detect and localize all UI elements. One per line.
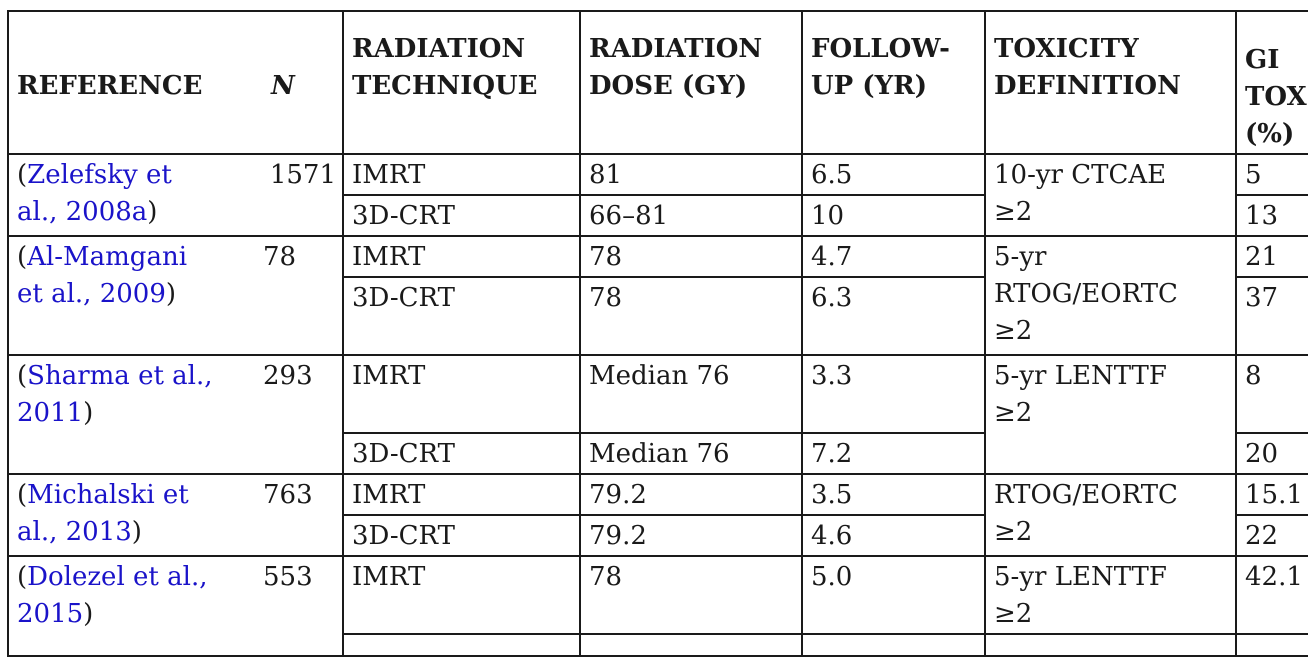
reference-link[interactable]: 2015 (17, 599, 84, 629)
technique-cell: IMRT (342, 473, 581, 516)
technique-cell: IMRT (342, 235, 581, 278)
follow-up-cell: 7.2 (801, 432, 986, 475)
reference-link[interactable]: Dolezel et al., (27, 562, 208, 592)
follow-up-cell: 5.0 (801, 555, 986, 635)
reference-cell: (Michalski et al., 2013) (7, 473, 263, 557)
reference-link[interactable]: et al., 2009 (17, 279, 166, 309)
reference-link[interactable]: al., 2013 (17, 517, 132, 547)
gi-tox-cell: 22 (1235, 514, 1308, 557)
reference-cell: (Zelefsky et al., 2008a) (7, 153, 263, 237)
follow-up-cell: 6.3 (801, 276, 986, 356)
table-row: (Michalski et al., 2013) 763 IMRT 79.2 3.… (7, 473, 1308, 557)
technique-cell: 3D-CRT (342, 514, 581, 557)
table-row: (Sharma et al., 2011) 293 IMRT Median 76 … (7, 354, 1308, 475)
header-gi-tox: GI TOX (%) (1235, 10, 1308, 155)
follow-up-cell: 6.5 (801, 153, 986, 196)
dose-cell: Median 76 (579, 354, 803, 434)
technique-cell: IMRT (342, 153, 581, 196)
table-row: (Al-Mamgani et al., 2009) 78 IMRT 78 4.7 … (7, 235, 1308, 356)
reference-link[interactable]: 2011 (17, 398, 84, 428)
table-row: (Dolezel et al., 2015) 553 IMRT 78 5.0 5-… (7, 555, 1308, 657)
reference-cell: (Sharma et al., 2011) (7, 354, 263, 475)
dose-cell: 79.2 (579, 473, 803, 516)
gi-tox-cell (1235, 633, 1308, 657)
table-row: 3D-CRT 66–81 10 13 (8, 194, 1308, 237)
table-row: 3D-CRT Median 76 7.2 20 (8, 432, 1308, 475)
gi-tox-cell: 20 (1235, 432, 1308, 475)
gi-tox-cell: 8 (1235, 354, 1308, 434)
follow-up-cell: 4.7 (801, 235, 986, 278)
n-cell: 553 (263, 555, 344, 657)
gi-tox-cell: 42.1 (1235, 555, 1308, 635)
toxicity-definition-cell: 5-yr RTOG/EORTC ≥2 (984, 235, 1237, 356)
technique-cell: IMRT (342, 555, 581, 635)
toxicity-definition-cell: 5-yr LENTTF ≥2 (984, 354, 1237, 475)
follow-up-cell (801, 633, 986, 657)
n-cell: 293 (263, 354, 344, 475)
header-reference: REFERENCE (7, 10, 263, 155)
toxicity-comparison-table: REFERENCE N RADIATION TECHNIQUE RADIATION… (7, 10, 1308, 657)
dose-cell: Median 76 (579, 432, 803, 475)
gi-tox-cell: 21 (1235, 235, 1308, 278)
technique-cell (342, 633, 581, 657)
follow-up-cell: 3.3 (801, 354, 986, 434)
header-toxicity-definition: TOXICITY DEFINITION (984, 10, 1237, 155)
gi-tox-cell: 5 (1235, 153, 1308, 196)
header-dose: RADIATION DOSE (GY) (579, 10, 803, 155)
reference-link[interactable]: Michalski et (27, 480, 189, 510)
toxicity-definition-cell: 5-yr LENTTF ≥2 (984, 555, 1237, 635)
dose-cell: 78 (579, 276, 803, 356)
n-cell: 1571 (263, 153, 344, 237)
toxicity-definition-cell: 10-yr CTCAE ≥2 (984, 153, 1237, 237)
dose-cell (579, 633, 803, 657)
dose-cell: 78 (579, 555, 803, 635)
follow-up-cell: 4.6 (801, 514, 986, 557)
toxicity-definition-cell (984, 633, 1237, 657)
technique-cell: IMRT (342, 354, 581, 434)
dose-cell: 79.2 (579, 514, 803, 557)
gi-tox-cell: 37 (1235, 276, 1308, 356)
table-row: 3D-CRT 79.2 4.6 22 (8, 514, 1308, 557)
header-technique: RADIATION TECHNIQUE (342, 10, 581, 155)
technique-cell: 3D-CRT (342, 194, 581, 237)
table-row: 3D-CRT 78 6.3 37 (8, 276, 1308, 356)
follow-up-cell: 10 (801, 194, 986, 237)
header-follow-up: FOLLOW- UP (YR) (801, 10, 986, 155)
n-cell: 763 (263, 473, 344, 557)
reference-link[interactable]: Sharma et al., (27, 361, 213, 391)
toxicity-definition-cell: RTOG/EORTC ≥2 (984, 473, 1237, 557)
reference-link[interactable]: Al-Mamgani (27, 242, 188, 272)
header-row: REFERENCE N RADIATION TECHNIQUE RADIATION… (7, 10, 1308, 155)
reference-link[interactable]: Zelefsky et (27, 160, 172, 190)
n-cell: 78 (263, 235, 344, 356)
reference-cell: (Dolezel et al., 2015) (7, 555, 263, 657)
reference-cell: (Al-Mamgani et al., 2009) (7, 235, 263, 356)
follow-up-cell: 3.5 (801, 473, 986, 516)
dose-cell: 78 (579, 235, 803, 278)
reference-link[interactable]: al., 2008a (17, 197, 148, 227)
technique-cell: 3D-CRT (342, 276, 581, 356)
dose-cell: 66–81 (579, 194, 803, 237)
dose-cell: 81 (579, 153, 803, 196)
table-row: (Zelefsky et al., 2008a) 1571 IMRT 81 6.5… (7, 153, 1308, 237)
gi-tox-cell: 13 (1235, 194, 1308, 237)
gi-tox-cell: 15.1 (1235, 473, 1308, 516)
table-row (8, 633, 1308, 657)
technique-cell: 3D-CRT (342, 432, 581, 475)
header-n: N (263, 10, 344, 155)
